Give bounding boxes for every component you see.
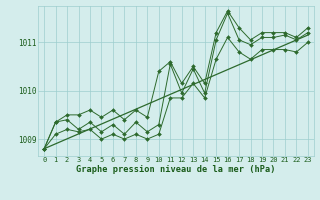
X-axis label: Graphe pression niveau de la mer (hPa): Graphe pression niveau de la mer (hPa) xyxy=(76,165,276,174)
